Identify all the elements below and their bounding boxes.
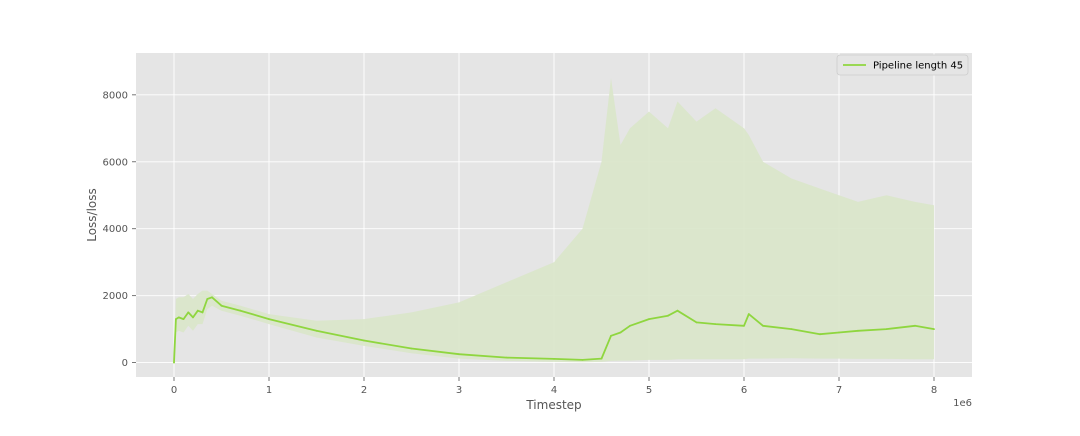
series-line-layer: [173, 296, 935, 364]
confidence-band-layer: [174, 78, 934, 363]
data-point: [196, 309, 199, 312]
series-band: [174, 78, 934, 363]
y-tick-label: 8000: [103, 90, 128, 101]
data-point: [268, 318, 270, 320]
data-point: [619, 331, 622, 334]
data-point: [714, 323, 717, 325]
x-tick-label: 4: [551, 385, 557, 396]
data-point: [175, 318, 177, 320]
data-point: [581, 359, 584, 361]
y-tick-label: 4000: [103, 224, 128, 235]
data-point: [173, 361, 175, 364]
data-point: [676, 309, 679, 312]
y-axis-label: Loss/loss: [85, 188, 99, 242]
x-tick-label: 6: [741, 385, 747, 396]
x-tick-label: 2: [361, 385, 367, 396]
x-tick-label: 8: [931, 385, 937, 396]
y-tick-label: 6000: [103, 157, 128, 168]
data-point: [629, 324, 631, 327]
data-point: [363, 339, 365, 342]
data-point: [762, 324, 764, 327]
y-tick-label: 0: [122, 358, 128, 369]
x-axis-label: Timestep: [525, 398, 581, 412]
data-point: [201, 311, 204, 314]
data-point: [458, 353, 460, 356]
data-point: [743, 324, 745, 327]
data-point: [695, 321, 698, 324]
data-point: [206, 298, 209, 300]
data-point: [747, 313, 750, 315]
data-point: [239, 309, 242, 312]
data-point: [315, 329, 318, 332]
data-point: [885, 328, 888, 330]
data-point: [410, 347, 413, 350]
legend-box: [836, 54, 969, 76]
data-point: [187, 311, 190, 314]
legend-label: Pipeline length 45: [873, 61, 963, 72]
data-point: [857, 329, 859, 332]
x-tick-label: 7: [836, 385, 842, 396]
data-point: [182, 318, 185, 320]
data-point: [914, 324, 916, 327]
legend: Pipeline length 45: [836, 54, 969, 76]
x-tick-label: 1: [266, 385, 272, 396]
data-point: [667, 314, 669, 317]
data-point: [819, 333, 821, 336]
y-tick-label: 2000: [103, 291, 128, 302]
data-point: [610, 334, 612, 337]
x-tick-label: 0: [171, 385, 177, 396]
data-point: [211, 296, 213, 299]
data-point: [790, 328, 793, 330]
x-tick-label: 5: [646, 385, 652, 396]
x-offset-label: 1e6: [953, 398, 972, 409]
x-tick-label: 3: [456, 385, 462, 396]
data-point: [177, 316, 180, 319]
tick-layer: 0 1 2 3 4 5 6 7 8 0 2000 4000 6000 8000: [103, 90, 938, 396]
data-point: [553, 358, 555, 360]
data-point: [933, 328, 935, 330]
data-point: [838, 331, 840, 334]
data-point: [192, 316, 194, 319]
data-point: [648, 318, 650, 320]
data-point: [220, 304, 223, 307]
data-point: [505, 356, 508, 359]
data-point: [600, 357, 603, 360]
